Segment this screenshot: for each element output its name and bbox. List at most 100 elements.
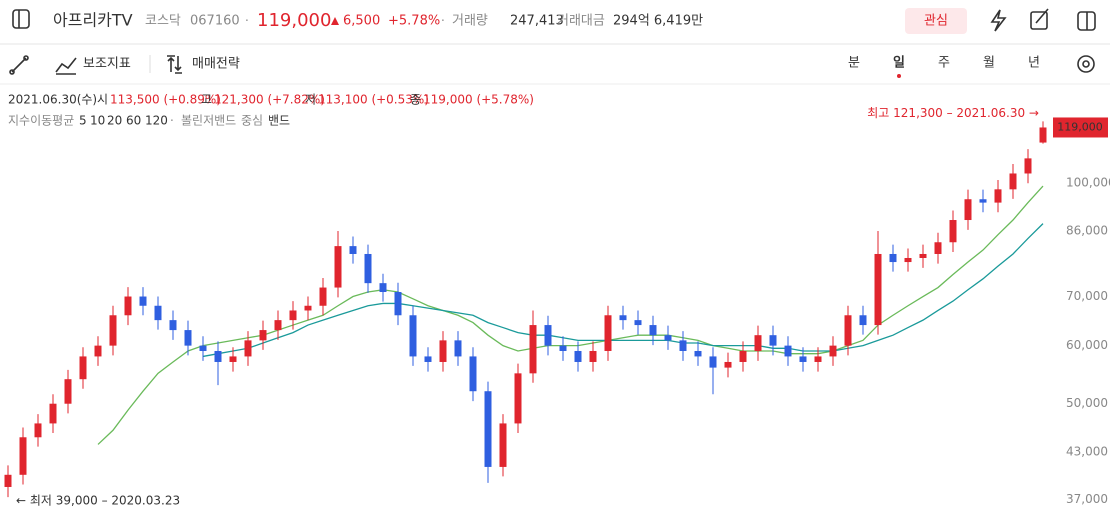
y-tick-label: 37,000 bbox=[1066, 492, 1108, 506]
candle-body bbox=[124, 296, 132, 316]
ema-label: 지수이동평균 bbox=[8, 114, 74, 128]
ma-period: 120 bbox=[145, 114, 168, 128]
candle-body bbox=[949, 220, 957, 243]
sep: · bbox=[170, 114, 174, 128]
price-tag-label: 119,000 bbox=[1057, 120, 1103, 133]
candle-body bbox=[754, 335, 762, 351]
candle-body bbox=[1039, 127, 1047, 143]
watch-button[interactable] bbox=[905, 8, 967, 34]
settings-icon[interactable] bbox=[1077, 55, 1095, 73]
candle-body bbox=[769, 335, 777, 346]
edit-pen bbox=[1035, 8, 1049, 24]
candle-body bbox=[304, 305, 312, 311]
candle-body bbox=[184, 330, 192, 346]
volume: 247,413 bbox=[510, 14, 564, 29]
y-tick-label: 60,000 bbox=[1066, 338, 1108, 352]
period-tab[interactable]: 분 bbox=[848, 56, 860, 71]
bollinger-band: 밴드 bbox=[268, 114, 290, 128]
draw-icon[interactable] bbox=[11, 57, 27, 73]
candle-body bbox=[709, 356, 717, 368]
high-annotation: 최고 121,300 – 2021.06.30 → bbox=[867, 106, 1039, 120]
candle-body bbox=[874, 253, 882, 326]
low-annotation: ← 최저 39,000 – 2020.03.23 bbox=[16, 494, 180, 508]
info-label: 종 bbox=[410, 93, 421, 107]
candle-body bbox=[589, 350, 597, 362]
edit-icon[interactable] bbox=[1030, 11, 1048, 30]
y-tick-label: 43,000 bbox=[1066, 444, 1108, 458]
candle-body bbox=[739, 350, 747, 362]
strategy[interactable]: 매매전략 bbox=[192, 57, 240, 72]
candle-body bbox=[379, 283, 387, 293]
candle-body bbox=[529, 325, 537, 374]
candle-body bbox=[109, 315, 117, 346]
candle-body bbox=[574, 350, 582, 362]
info-items: 시 113,500 (+0.89%)고 121,300 (+7.82%)저 113,1… bbox=[97, 93, 534, 107]
period-tab[interactable]: 일 bbox=[893, 56, 905, 71]
candle-body bbox=[274, 320, 282, 331]
candle-body bbox=[694, 350, 702, 357]
candle-body bbox=[979, 199, 987, 203]
candle-body bbox=[604, 315, 612, 351]
candle-body bbox=[469, 356, 477, 392]
candle-body bbox=[199, 345, 207, 351]
settings-icon-core bbox=[1082, 60, 1090, 68]
ma-period: 20 bbox=[107, 114, 122, 128]
code: 067160 bbox=[190, 14, 240, 29]
candle-body bbox=[1009, 173, 1017, 190]
candle-body bbox=[94, 345, 102, 357]
ma-line bbox=[202, 223, 1044, 358]
volume-label: 거래량 bbox=[452, 14, 488, 29]
info-label: 고 bbox=[201, 93, 212, 107]
y-tick-label: 50,000 bbox=[1066, 396, 1108, 410]
sep: · bbox=[441, 14, 445, 28]
candle-body bbox=[664, 335, 672, 341]
candle-body bbox=[889, 253, 897, 263]
sidebar-icon[interactable] bbox=[12, 9, 30, 29]
candle-body bbox=[139, 296, 147, 306]
period-tab[interactable]: 주 bbox=[938, 56, 950, 71]
ma-period: 10 bbox=[90, 114, 105, 128]
y-tick-label: 86,000 bbox=[1066, 223, 1108, 237]
candle-body bbox=[934, 242, 942, 254]
candle-body bbox=[34, 423, 42, 438]
candle-body bbox=[679, 340, 687, 351]
info-value: 113,100 (+0.53%) bbox=[318, 93, 429, 107]
info-date: 2021.06.30(수) bbox=[8, 93, 97, 107]
period-tab[interactable]: 년 bbox=[1028, 56, 1040, 71]
watch-label: 관심 bbox=[924, 14, 948, 29]
stock-name: 아프리카TV bbox=[53, 11, 133, 30]
change-rate: +5.78% bbox=[388, 14, 440, 29]
y-tick-label: 100,000 bbox=[1066, 175, 1110, 189]
candle-body bbox=[649, 325, 657, 336]
indicators[interactable]: 보조지표 bbox=[83, 57, 131, 72]
candle-body bbox=[844, 315, 852, 346]
change: 6,500 bbox=[343, 14, 380, 29]
draw-icon-dot bbox=[23, 55, 29, 61]
candle-body bbox=[904, 257, 912, 263]
candle-body bbox=[1024, 158, 1032, 174]
candle-body bbox=[544, 325, 552, 346]
candle-body bbox=[394, 292, 402, 316]
candle-body bbox=[634, 320, 642, 326]
indicator-icon[interactable] bbox=[55, 57, 77, 75]
chart-plot: 37,000 43,000 50,000 60,000 70,000 86,000 100,… bbox=[4, 106, 1110, 508]
bollinger-center: 중심 bbox=[241, 114, 263, 128]
candle-body bbox=[79, 356, 87, 380]
period-tab[interactable]: 월 bbox=[983, 56, 995, 71]
ma-period: 60 bbox=[126, 114, 141, 128]
candle-body bbox=[19, 437, 27, 475]
amount-label: 거래대금 bbox=[557, 14, 605, 29]
candle-body bbox=[919, 253, 927, 258]
bollinger-label: 볼린저밴드 bbox=[181, 114, 236, 128]
info-label: 저 bbox=[305, 93, 316, 107]
candle-body bbox=[349, 246, 357, 254]
info-label: 시 bbox=[97, 93, 108, 107]
candle-body bbox=[994, 189, 1002, 203]
active-dot bbox=[897, 74, 901, 78]
candle-body bbox=[859, 315, 867, 326]
strategy-icon[interactable] bbox=[167, 55, 182, 74]
flash-icon[interactable] bbox=[990, 9, 1007, 32]
candle-body bbox=[49, 403, 57, 424]
